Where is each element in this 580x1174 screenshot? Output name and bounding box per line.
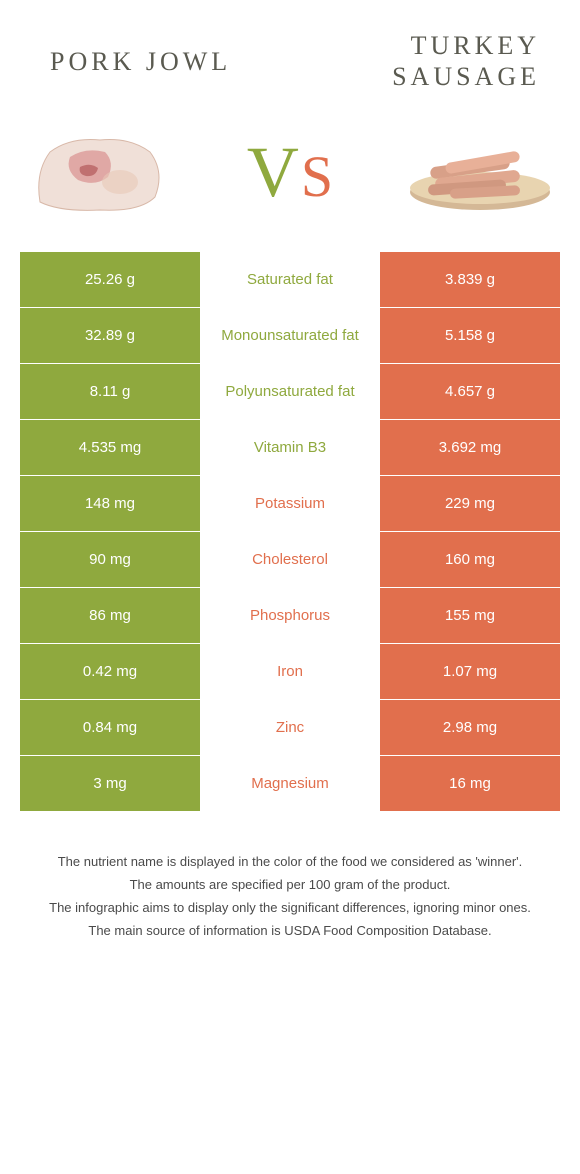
right-value-cell: 4.657 g	[380, 364, 560, 419]
table-row: 86 mgPhosphorus155 mg	[20, 588, 560, 644]
footer-line-3: The infographic aims to display only the…	[30, 898, 550, 919]
nutrient-name-cell: Monounsaturated fat	[200, 308, 380, 363]
left-value-cell: 8.11 g	[20, 364, 200, 419]
left-value-cell: 4.535 mg	[20, 420, 200, 475]
left-value-cell: 0.84 mg	[20, 700, 200, 755]
nutrient-name-cell: Phosphorus	[200, 588, 380, 643]
table-row: 3 mgMagnesium16 mg	[20, 756, 560, 812]
footer-line-2: The amounts are specified per 100 gram o…	[30, 875, 550, 896]
right-value-cell: 1.07 mg	[380, 644, 560, 699]
table-row: 0.42 mgIron1.07 mg	[20, 644, 560, 700]
right-value-cell: 5.158 g	[380, 308, 560, 363]
right-value-cell: 160 mg	[380, 532, 560, 587]
header: PORK JOWL TURKEY SAUSAGE	[0, 0, 580, 102]
table-row: 25.26 gSaturated fat3.839 g	[20, 252, 560, 308]
table-row: 4.535 mgVitamin B33.692 mg	[20, 420, 560, 476]
left-value-cell: 148 mg	[20, 476, 200, 531]
footer-notes: The nutrient name is displayed in the co…	[0, 812, 580, 941]
nutrient-name-cell: Cholesterol	[200, 532, 380, 587]
nutrient-name-cell: Saturated fat	[200, 252, 380, 307]
vs-row: VS	[0, 102, 580, 252]
vs-s-letter: S	[301, 143, 333, 210]
left-value-cell: 25.26 g	[20, 252, 200, 307]
footer-line-4: The main source of information is USDA F…	[30, 921, 550, 942]
left-value-cell: 86 mg	[20, 588, 200, 643]
right-food-title: TURKEY SAUSAGE	[295, 30, 540, 92]
comparison-table: 25.26 gSaturated fat3.839 g32.89 gMonoun…	[20, 252, 560, 812]
right-value-cell: 3.692 mg	[380, 420, 560, 475]
turkey-sausage-image	[400, 122, 560, 222]
left-value-cell: 32.89 g	[20, 308, 200, 363]
pork-jowl-image	[20, 122, 180, 222]
right-title-line1: TURKEY	[411, 31, 540, 60]
right-value-cell: 155 mg	[380, 588, 560, 643]
nutrient-name-cell: Iron	[200, 644, 380, 699]
vs-v-letter: V	[247, 131, 299, 214]
left-value-cell: 0.42 mg	[20, 644, 200, 699]
table-row: 0.84 mgZinc2.98 mg	[20, 700, 560, 756]
left-food-title: PORK JOWL	[40, 46, 295, 77]
right-value-cell: 2.98 mg	[380, 700, 560, 755]
left-value-cell: 3 mg	[20, 756, 200, 811]
nutrient-name-cell: Zinc	[200, 700, 380, 755]
nutrient-name-cell: Magnesium	[200, 756, 380, 811]
left-value-cell: 90 mg	[20, 532, 200, 587]
footer-line-1: The nutrient name is displayed in the co…	[30, 852, 550, 873]
nutrient-name-cell: Polyunsaturated fat	[200, 364, 380, 419]
nutrient-name-cell: Vitamin B3	[200, 420, 380, 475]
table-row: 90 mgCholesterol160 mg	[20, 532, 560, 588]
right-value-cell: 16 mg	[380, 756, 560, 811]
table-row: 32.89 gMonounsaturated fat5.158 g	[20, 308, 560, 364]
right-title-line2: SAUSAGE	[392, 62, 540, 91]
nutrient-name-cell: Potassium	[200, 476, 380, 531]
right-value-cell: 3.839 g	[380, 252, 560, 307]
vs-label: VS	[247, 131, 333, 214]
table-row: 8.11 gPolyunsaturated fat4.657 g	[20, 364, 560, 420]
right-value-cell: 229 mg	[380, 476, 560, 531]
table-row: 148 mgPotassium229 mg	[20, 476, 560, 532]
